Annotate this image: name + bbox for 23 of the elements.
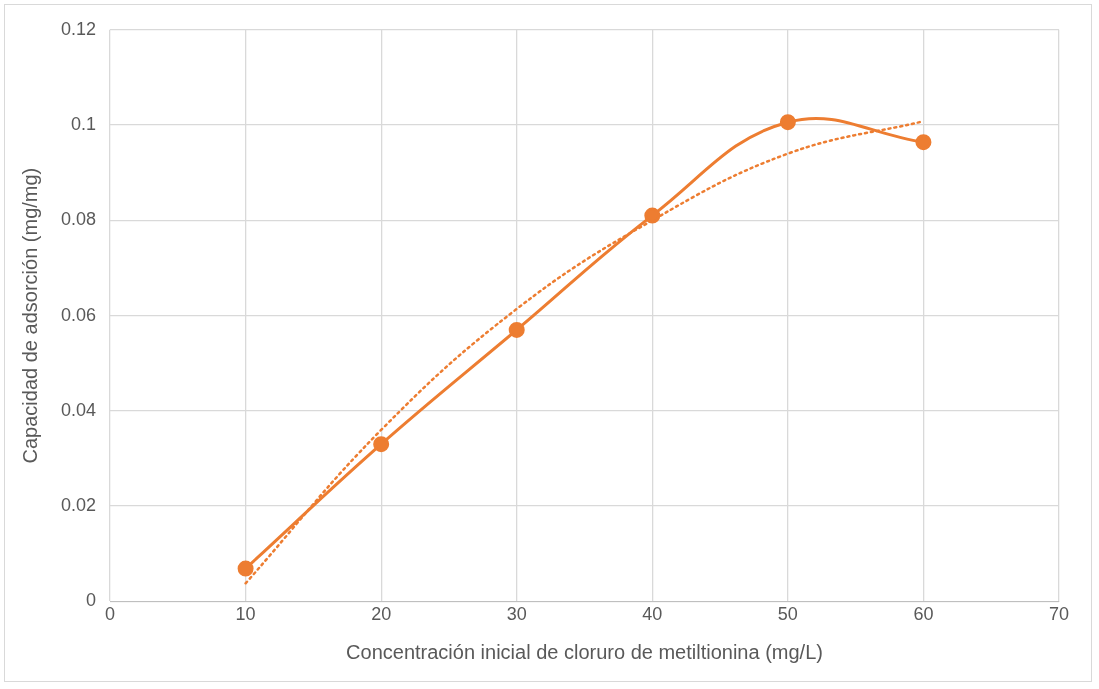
x-tick-label: 60 [913, 604, 934, 625]
y-tick-label: 0 [86, 590, 97, 611]
y-tick-label: 0.04 [60, 399, 97, 420]
x-tick-label: 30 [506, 604, 527, 625]
x-axis-title: Concentración inicial de cloruro de metiltionina (mg/L) [346, 640, 823, 663]
point [237, 560, 254, 577]
y-tick-label: 0.08 [60, 209, 97, 230]
point [915, 134, 932, 151]
x-tick-label: 20 [371, 604, 392, 625]
x-tick-label: 50 [777, 604, 798, 625]
x-tick-label: 40 [642, 604, 663, 625]
x-tick-label: 0 [105, 604, 116, 625]
point [644, 207, 661, 224]
point [508, 321, 525, 338]
y-tick-label: 0.12 [60, 18, 97, 39]
x-tick-label: 70 [1048, 604, 1070, 625]
y-tick-label: 0.1 [71, 114, 97, 135]
y-axis-title: Capacidad de adsorción (mg/mg) [18, 167, 41, 464]
point [373, 436, 390, 453]
point [779, 114, 796, 131]
y-tick-label: 0.06 [60, 304, 97, 325]
x-tick-label: 10 [235, 604, 256, 625]
y-tick-label: 0.02 [60, 495, 97, 516]
